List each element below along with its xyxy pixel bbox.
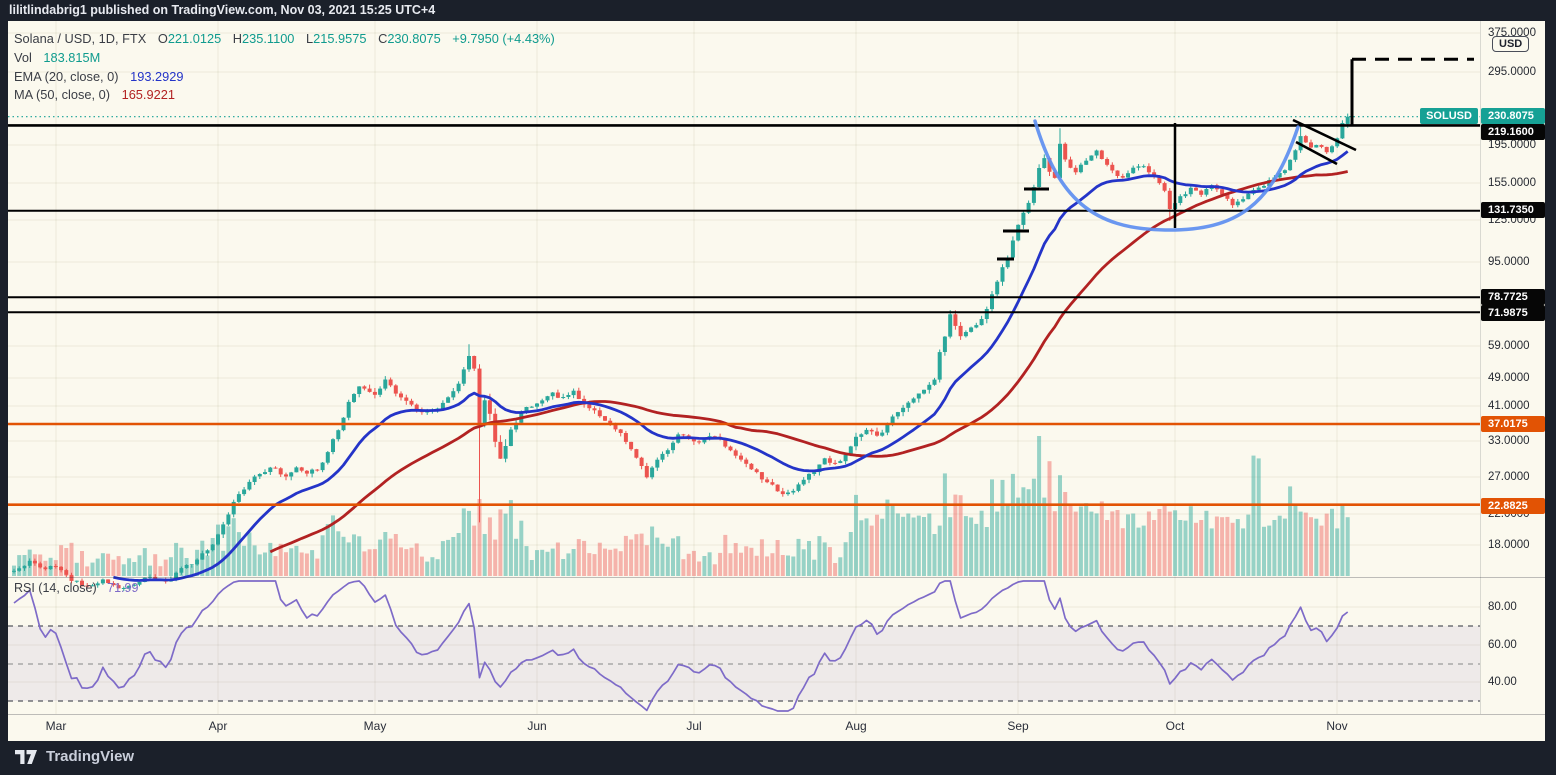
candles-layer	[12, 113, 1350, 591]
ema20-line	[113, 150, 1349, 582]
arc-drawing[interactable]	[1033, 119, 1300, 232]
rsi-line	[13, 580, 1349, 712]
trend-line-5[interactable]	[1295, 140, 1338, 166]
trend-line-4[interactable]	[1292, 118, 1357, 152]
grid-layer	[8, 21, 1480, 714]
ma50-line	[269, 170, 1348, 554]
rsi-band	[8, 626, 1480, 701]
volume-layer	[12, 436, 1350, 576]
panel-background	[8, 21, 1545, 741]
